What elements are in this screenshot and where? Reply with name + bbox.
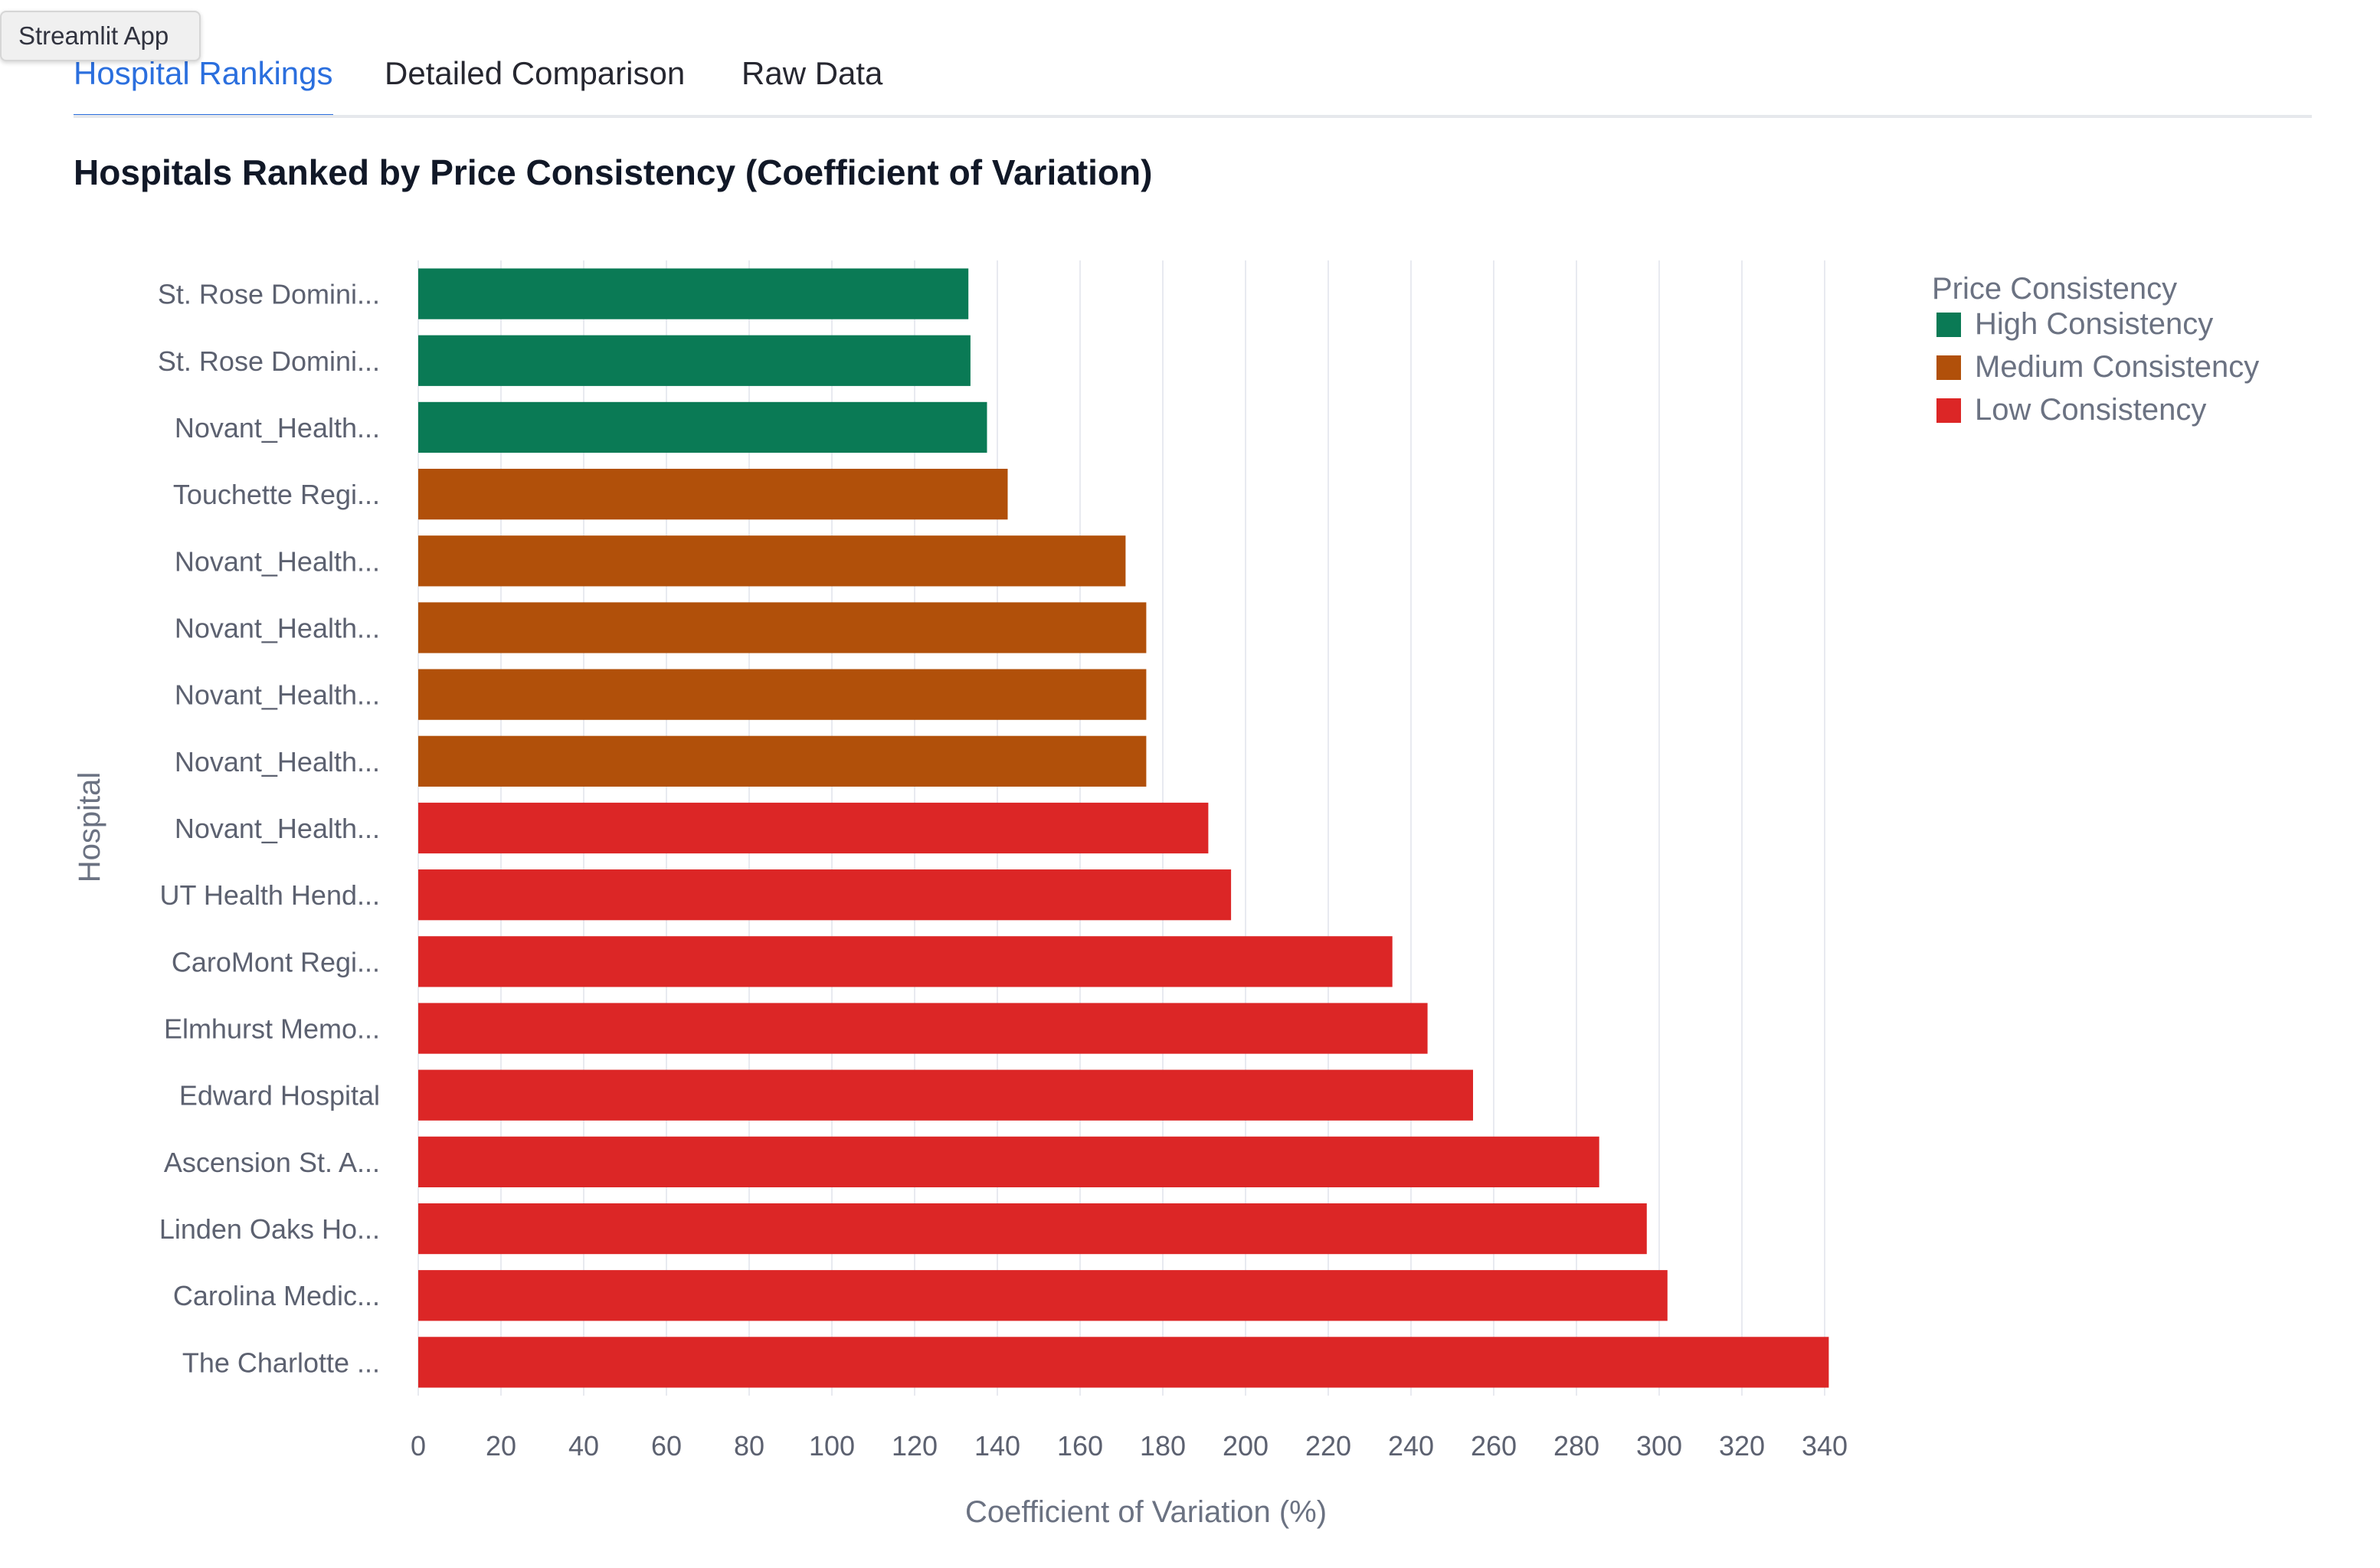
y-tick-label: Carolina Medic... (173, 1280, 380, 1311)
x-axis-ticks: 0 20 40 60 80 100 120 140 160 180 200 220 240 260 280 3… (411, 1430, 1848, 1462)
y-tick-label: St. Rose Domini... (158, 279, 380, 310)
legend-label-low[interactable]: Low Consistency (1975, 393, 2206, 427)
tab-divider (74, 115, 2312, 118)
bar-high[interactable] (418, 335, 971, 386)
bar-low[interactable] (418, 1203, 1647, 1255)
bar-low[interactable] (418, 802, 1209, 854)
y-tick-label: Novant_Health... (175, 746, 380, 777)
y-tick-label: St. Rose Domini... (158, 345, 380, 377)
y-axis-ticks: St. Rose Domini... St. Rose Domini... Nova… (158, 279, 380, 1379)
window-title-tooltip: Streamlit App (0, 11, 201, 61)
y-tick-label: Novant_Health... (175, 679, 380, 711)
legend-label-medium[interactable]: Medium Consistency (1975, 350, 2259, 384)
y-tick-label: Novant_Health... (175, 813, 380, 844)
legend-title: Price Consistency (1932, 272, 2177, 306)
y-tick-label: Edward Hospital (179, 1080, 380, 1111)
x-tick-label: 320 (1719, 1430, 1765, 1462)
y-tick-label: Novant_Health... (175, 412, 380, 444)
chart-title: Hospitals Ranked by Price Consistency (C… (74, 152, 1153, 192)
legend: Price Consistency High Consistency Medium… (1932, 272, 2259, 427)
x-tick-label: 60 (651, 1430, 682, 1462)
tab-raw-data[interactable]: Raw Data (741, 55, 883, 91)
x-tick-label: 20 (486, 1430, 516, 1462)
bar-low[interactable] (418, 1337, 1829, 1388)
x-tick-label: 300 (1636, 1430, 1682, 1462)
bar-low[interactable] (418, 1270, 1668, 1321)
x-tick-label: 120 (892, 1430, 938, 1462)
y-tick-label: Novant_Health... (175, 612, 380, 643)
x-tick-label: 280 (1553, 1430, 1599, 1462)
y-tick-label: The Charlotte ... (182, 1347, 380, 1378)
y-tick-label: Ascension St. A... (164, 1147, 380, 1178)
bar-low[interactable] (418, 1136, 1599, 1188)
bar-medium[interactable] (418, 602, 1147, 653)
x-axis-label: Coefficient of Variation (%) (965, 1495, 1327, 1529)
y-tick-label: Touchette Regi... (173, 479, 380, 510)
bar-low[interactable] (418, 869, 1232, 921)
bars (418, 268, 1829, 1388)
x-tick-label: 0 (411, 1430, 426, 1462)
y-tick-label: Elmhurst Memo... (164, 1013, 380, 1045)
y-tick-label: Novant_Health... (175, 545, 380, 577)
legend-swatch-high[interactable] (1936, 313, 1961, 337)
bar-medium[interactable] (418, 468, 1008, 520)
legend-label-high[interactable]: High Consistency (1975, 307, 2213, 341)
x-tick-label: 200 (1223, 1430, 1269, 1462)
tab-detailed-comparison[interactable]: Detailed Comparison (385, 55, 686, 91)
y-tick-label: Linden Oaks Ho... (159, 1213, 380, 1245)
y-tick-label: CaroMont Regi... (172, 946, 380, 977)
x-tick-label: 80 (734, 1430, 764, 1462)
bar-low[interactable] (418, 1003, 1428, 1054)
x-tick-label: 160 (1057, 1430, 1103, 1462)
y-axis-label: Hospital (73, 772, 106, 883)
x-tick-label: 260 (1471, 1430, 1517, 1462)
bar-medium[interactable] (418, 669, 1147, 720)
bar-low[interactable] (418, 936, 1393, 987)
bar-high[interactable] (418, 268, 969, 319)
y-tick-label: UT Health Hend... (160, 879, 380, 911)
x-tick-label: 180 (1140, 1430, 1186, 1462)
x-tick-label: 100 (809, 1430, 855, 1462)
tab-bar: Hospital Rankings Detailed Comparison Ra… (74, 38, 2312, 118)
bar-high[interactable] (418, 401, 987, 453)
x-tick-label: 340 (1802, 1430, 1848, 1462)
legend-swatch-low[interactable] (1936, 398, 1961, 423)
x-tick-label: 140 (974, 1430, 1020, 1462)
x-tick-label: 220 (1305, 1430, 1351, 1462)
x-tick-label: 40 (568, 1430, 599, 1462)
bar-low[interactable] (418, 1069, 1473, 1121)
bar-medium[interactable] (418, 535, 1126, 587)
x-tick-label: 240 (1388, 1430, 1434, 1462)
bar-medium[interactable] (418, 735, 1147, 787)
legend-swatch-medium[interactable] (1936, 355, 1961, 380)
